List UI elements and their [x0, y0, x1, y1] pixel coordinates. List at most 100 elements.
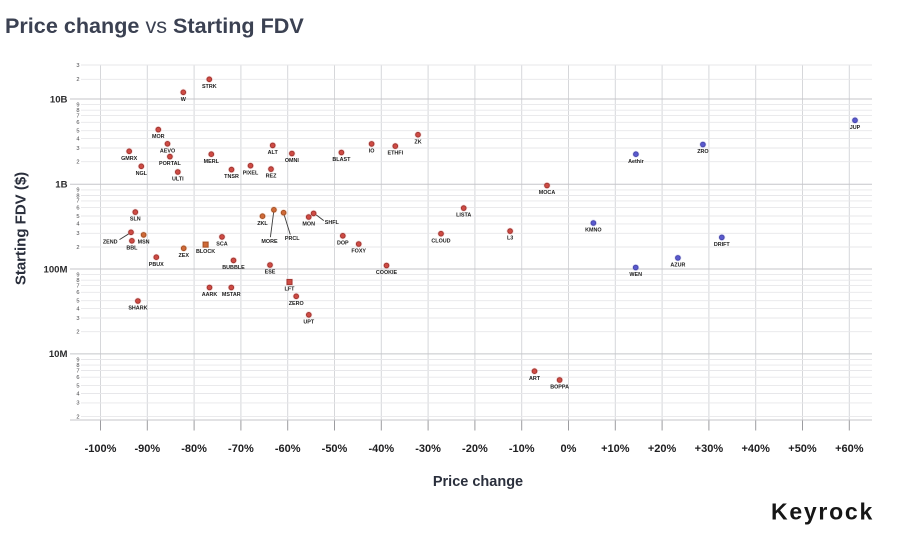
svg-text:3: 3 — [76, 316, 79, 322]
svg-text:AZUR: AZUR — [670, 263, 685, 269]
svg-text:5: 5 — [76, 214, 79, 220]
svg-text:-80%: -80% — [181, 443, 207, 455]
svg-text:SCA: SCA — [216, 242, 227, 248]
svg-text:BOPPA: BOPPA — [550, 385, 569, 391]
svg-text:1B: 1B — [55, 180, 67, 191]
svg-text:7: 7 — [76, 368, 79, 374]
svg-text:5: 5 — [76, 299, 79, 305]
svg-text:PIXEL: PIXEL — [243, 170, 259, 176]
svg-text:REZ: REZ — [266, 174, 277, 180]
svg-text:ULTI: ULTI — [172, 177, 184, 183]
svg-text:MOCA: MOCA — [539, 190, 556, 196]
svg-text:+60%: +60% — [835, 443, 864, 455]
svg-text:7: 7 — [76, 283, 79, 289]
svg-text:TNSR: TNSR — [224, 174, 239, 180]
svg-text:3: 3 — [76, 231, 79, 237]
svg-text:L3: L3 — [507, 236, 513, 242]
svg-text:ZERO: ZERO — [289, 301, 304, 307]
svg-text:GMRX: GMRX — [121, 156, 138, 162]
svg-text:100M: 100M — [44, 264, 68, 275]
svg-text:UPT: UPT — [303, 319, 314, 325]
svg-text:4: 4 — [76, 391, 79, 397]
svg-text:ART: ART — [529, 376, 541, 382]
svg-text:9: 9 — [76, 188, 79, 194]
svg-text:ALT: ALT — [268, 150, 279, 156]
svg-text:DOP: DOP — [337, 240, 349, 246]
svg-text:6: 6 — [76, 205, 79, 211]
svg-text:OMNI: OMNI — [285, 158, 300, 164]
svg-text:-50%: -50% — [322, 443, 348, 455]
svg-text:-60%: -60% — [275, 443, 301, 455]
svg-text:MSTAR: MSTAR — [222, 292, 241, 298]
svg-text:4: 4 — [76, 222, 79, 228]
svg-text:6: 6 — [76, 290, 79, 296]
svg-text:PORTAL: PORTAL — [159, 161, 181, 167]
svg-text:+20%: +20% — [648, 443, 677, 455]
svg-text:ZRO: ZRO — [697, 149, 708, 155]
svg-text:6: 6 — [76, 120, 79, 126]
svg-text:2: 2 — [76, 160, 79, 166]
svg-text:-10%: -10% — [509, 443, 535, 455]
svg-text:JUP: JUP — [850, 125, 861, 131]
svg-text:CLOUD: CLOUD — [431, 238, 450, 244]
svg-text:ESE: ESE — [265, 270, 276, 276]
svg-text:SLN: SLN — [130, 217, 141, 223]
svg-text:5: 5 — [76, 383, 79, 389]
svg-text:MERL: MERL — [204, 159, 220, 165]
svg-text:6: 6 — [76, 375, 79, 381]
svg-text:BLAST: BLAST — [332, 157, 351, 163]
svg-text:MOR: MOR — [152, 134, 165, 140]
svg-text:+40%: +40% — [741, 443, 770, 455]
svg-text:-100%: -100% — [85, 443, 117, 455]
svg-text:Price change vs Starting FDV: Price change vs Starting FDV — [5, 13, 304, 38]
svg-text:2: 2 — [76, 414, 79, 420]
svg-text:BBL: BBL — [126, 245, 138, 251]
svg-text:W: W — [181, 97, 187, 103]
svg-text:+10%: +10% — [601, 443, 630, 455]
svg-text:FOXY: FOXY — [351, 249, 366, 255]
svg-text:10M: 10M — [49, 349, 68, 360]
svg-text:9: 9 — [76, 272, 79, 278]
svg-text:3: 3 — [76, 146, 79, 152]
svg-text:LFT: LFT — [285, 287, 296, 293]
svg-text:Keyrock: Keyrock — [771, 499, 874, 525]
svg-text:3: 3 — [76, 401, 79, 407]
svg-text:8: 8 — [76, 278, 79, 284]
svg-text:PBUX: PBUX — [149, 262, 164, 268]
svg-text:AEVO: AEVO — [160, 148, 175, 154]
svg-text:MON: MON — [302, 222, 315, 228]
svg-text:2: 2 — [76, 330, 79, 336]
svg-text:8: 8 — [76, 193, 79, 199]
svg-text:SHARK: SHARK — [128, 306, 147, 312]
svg-text:STRK: STRK — [202, 84, 217, 90]
svg-text:8: 8 — [76, 108, 79, 114]
svg-text:LISTA: LISTA — [456, 213, 471, 219]
svg-text:Aethir: Aethir — [628, 159, 644, 165]
svg-text:9: 9 — [76, 102, 79, 108]
svg-text:SHFL: SHFL — [325, 220, 340, 226]
svg-text:7: 7 — [76, 113, 79, 119]
svg-text:BLOCK: BLOCK — [196, 249, 215, 255]
svg-text:+30%: +30% — [695, 443, 724, 455]
svg-text:9: 9 — [76, 357, 79, 363]
svg-text:7: 7 — [76, 199, 79, 205]
svg-text:DRIFT: DRIFT — [714, 242, 731, 248]
svg-text:4: 4 — [76, 306, 79, 312]
svg-text:-70%: -70% — [228, 443, 254, 455]
svg-text:BUBBLE: BUBBLE — [222, 265, 245, 271]
svg-text:COOKIE: COOKIE — [376, 270, 398, 276]
svg-text:Starting FDV ($): Starting FDV ($) — [13, 172, 30, 285]
svg-text:10B: 10B — [50, 94, 68, 105]
svg-text:NGL: NGL — [136, 171, 148, 177]
svg-text:4: 4 — [76, 136, 79, 142]
svg-text:-90%: -90% — [134, 443, 160, 455]
svg-text:IO: IO — [369, 149, 375, 155]
svg-text:ZEND: ZEND — [103, 240, 118, 246]
svg-text:PRCL: PRCL — [285, 236, 300, 242]
svg-text:3: 3 — [76, 63, 79, 69]
svg-text:-40%: -40% — [368, 443, 394, 455]
svg-text:5: 5 — [76, 129, 79, 135]
svg-text:Price change: Price change — [433, 474, 523, 490]
svg-text:8: 8 — [76, 363, 79, 369]
svg-text:+50%: +50% — [788, 443, 817, 455]
